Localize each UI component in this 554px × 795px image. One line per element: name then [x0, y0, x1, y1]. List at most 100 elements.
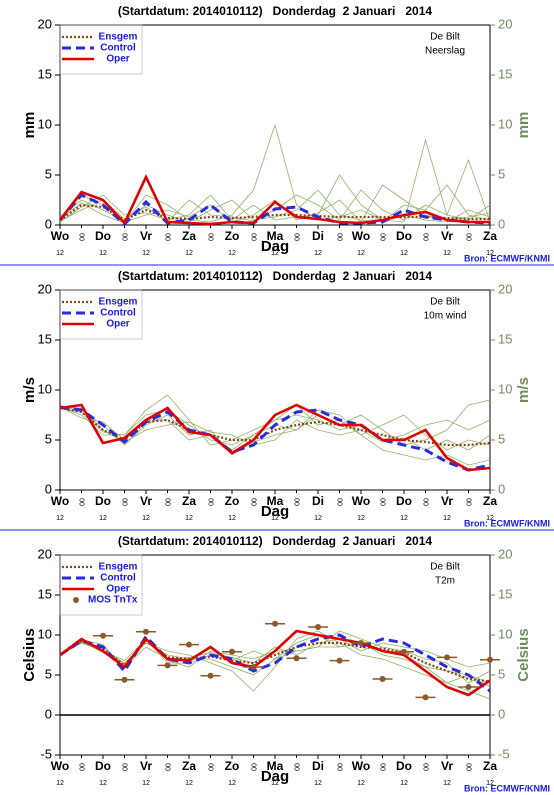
hour-label: 12 — [99, 250, 107, 257]
x-minor-label: 00 — [78, 233, 85, 241]
x-tick-label: Vr — [140, 494, 152, 508]
hour-label: 12 — [443, 780, 451, 787]
legend-marker — [73, 597, 79, 603]
hour-label: 12 — [486, 250, 494, 257]
location: De Bilt — [430, 562, 460, 573]
y-axis-label: mm — [21, 112, 38, 139]
x-axis-label: Dag — [261, 768, 289, 785]
mos-point — [444, 654, 450, 661]
mos-point — [229, 648, 235, 655]
legend-label: Control — [100, 573, 136, 584]
legend-label: Ensgem — [99, 32, 138, 43]
series-line — [59, 639, 491, 683]
x-tick-label: Vr — [140, 759, 152, 773]
x-minor-label: 00 — [78, 498, 85, 506]
hour-label: 12 — [357, 515, 365, 522]
hour-label: 12 — [400, 515, 408, 522]
x-tick-label: Vr — [441, 759, 453, 773]
y-tick-label-right: 15 — [498, 331, 512, 346]
variable: 10m wind — [424, 311, 467, 322]
series-line — [58, 193, 491, 227]
series-line — [59, 403, 491, 472]
legend-label: Control — [100, 43, 136, 54]
legend-label: Oper — [106, 54, 129, 65]
member-line — [60, 407, 491, 451]
x-minor-label: 00 — [207, 233, 214, 241]
mos-point — [293, 655, 300, 662]
x-tick-label: Do — [95, 494, 111, 508]
x-tick-label: Do — [95, 229, 111, 243]
x-tick-label: Wo — [352, 229, 370, 243]
hour-label: 12 — [185, 515, 193, 522]
x-tick-label: Za — [483, 494, 497, 508]
x-tick-label: Zo — [225, 759, 240, 773]
y-tick-label: 20 — [38, 546, 52, 561]
x-minor-label: 00 — [207, 763, 214, 771]
member-line — [59, 638, 491, 684]
x-tick-label: Wo — [51, 229, 69, 243]
mos-point — [487, 656, 493, 663]
x-tick-label: Za — [483, 229, 497, 243]
x-tick-label: Do — [95, 759, 111, 773]
y-axis-label-right: Celsius — [515, 628, 532, 681]
mos-point — [465, 684, 472, 690]
y-tick-label-right: 0 — [498, 706, 505, 721]
x-minor-label: 00 — [164, 498, 171, 506]
hour-label: 12 — [486, 515, 494, 522]
x-minor-label: 00 — [379, 233, 386, 241]
x-tick-label: Di — [312, 494, 324, 508]
source: Bron: ECMWF/KNMI — [464, 783, 550, 793]
y-tick-label: -5 — [40, 746, 52, 761]
hour-label: 12 — [400, 780, 408, 787]
y-tick-label: 5 — [45, 431, 52, 446]
x-axis-label: Dag — [261, 238, 289, 255]
x-tick-label: Ma — [267, 759, 284, 773]
hour-label: 12 — [142, 780, 150, 787]
x-minor-label: 00 — [121, 233, 128, 241]
mos-point — [379, 676, 386, 682]
x-tick-label: Za — [182, 759, 196, 773]
x-tick-label: Di — [312, 229, 324, 243]
mos-point — [164, 662, 171, 669]
mos-point — [143, 628, 149, 635]
x-minor-label: 00 — [379, 763, 386, 771]
legend-label: Oper — [106, 319, 129, 330]
x-tick-label: Wo — [51, 759, 69, 773]
y-tick-label: 10 — [38, 116, 52, 131]
x-minor-label: 00 — [78, 763, 85, 771]
mos-point — [336, 657, 343, 664]
x-tick-label: Di — [312, 759, 324, 773]
y-tick-label-right: 10 — [498, 116, 512, 131]
hour-label: 12 — [357, 250, 365, 257]
x-minor-label: 00 — [336, 763, 343, 771]
location: De Bilt — [430, 32, 460, 43]
y-tick-label: 10 — [38, 381, 52, 396]
mos-point — [250, 664, 257, 670]
hour-label: 12 — [443, 515, 451, 522]
x-tick-label: Vr — [140, 229, 152, 243]
hour-label: 12 — [99, 780, 107, 787]
y-tick-label: 0 — [45, 216, 52, 231]
x-minor-label: 00 — [379, 498, 386, 506]
member-line — [59, 394, 491, 451]
y-tick-label-right: -5 — [498, 746, 510, 761]
series-line — [59, 203, 490, 222]
hour-label: 12 — [142, 515, 150, 522]
legend-label: MOS TnTx — [88, 595, 138, 606]
y-tick-label-right: 5 — [498, 666, 505, 681]
x-tick-label: Do — [396, 494, 412, 508]
y-axis-label: m/s — [21, 377, 38, 403]
y-tick-label-right: 20 — [498, 281, 512, 296]
x-minor-label: 00 — [465, 233, 472, 241]
series-line — [58, 173, 490, 226]
hour-label: 12 — [228, 515, 236, 522]
legend-box — [59, 289, 143, 340]
x-minor-label: 00 — [164, 233, 171, 241]
x-tick-label: Zo — [225, 229, 240, 243]
hour-label: 12 — [185, 250, 193, 257]
hour-label: 12 — [357, 780, 365, 787]
y-tick-label: 10 — [38, 626, 52, 641]
legend-label: Ensgem — [99, 562, 138, 573]
x-tick-label: Wo — [352, 759, 370, 773]
mos-point — [358, 640, 364, 646]
